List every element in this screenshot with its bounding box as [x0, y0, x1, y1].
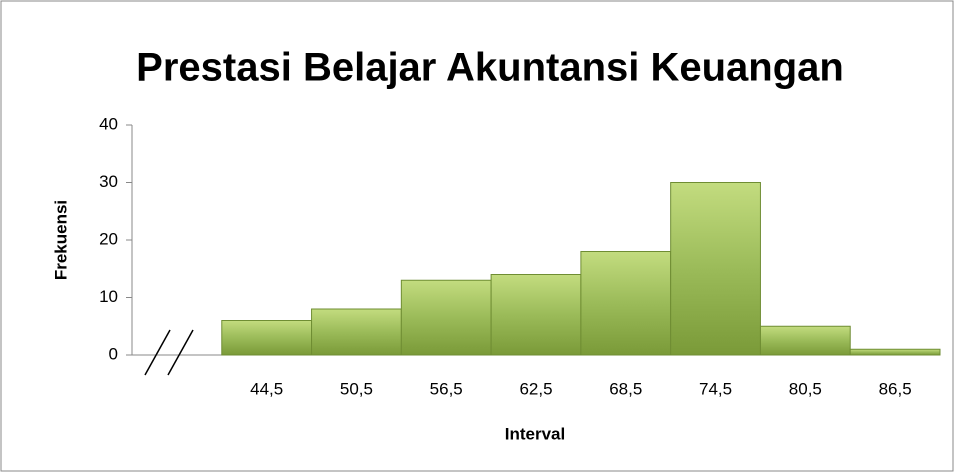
- x-tick-label: 80,5: [789, 379, 822, 398]
- bar: [580, 251, 672, 356]
- x-tick-label: 50,5: [340, 379, 373, 398]
- y-tick-label: 10: [99, 287, 118, 306]
- chart-title: Prestasi Belajar Akuntansi Keuangan: [136, 46, 844, 90]
- x-tick-label: 68,5: [609, 379, 642, 398]
- axis-break: [144, 329, 171, 376]
- x-tick-label: 74,5: [699, 379, 732, 398]
- x-axis-label: Interval: [505, 424, 565, 443]
- bar: [849, 348, 941, 356]
- y-tick-label: 0: [109, 344, 118, 363]
- axis-break: [167, 329, 194, 376]
- bar: [490, 274, 582, 356]
- bar: [400, 279, 492, 356]
- x-tick-label: 44,5: [250, 379, 283, 398]
- y-tick-label: 20: [99, 229, 118, 248]
- y-tick-label: 40: [99, 114, 118, 133]
- bar: [759, 325, 851, 356]
- bar: [670, 182, 761, 356]
- bar: [311, 308, 402, 356]
- y-axis-label: Frekuensi: [51, 200, 70, 280]
- bar: [221, 320, 313, 356]
- y-tick-label: 30: [99, 172, 118, 191]
- x-tick-label: 86,5: [879, 379, 912, 398]
- x-tick-label: 62,5: [519, 379, 552, 398]
- x-tick-label: 56,5: [430, 379, 463, 398]
